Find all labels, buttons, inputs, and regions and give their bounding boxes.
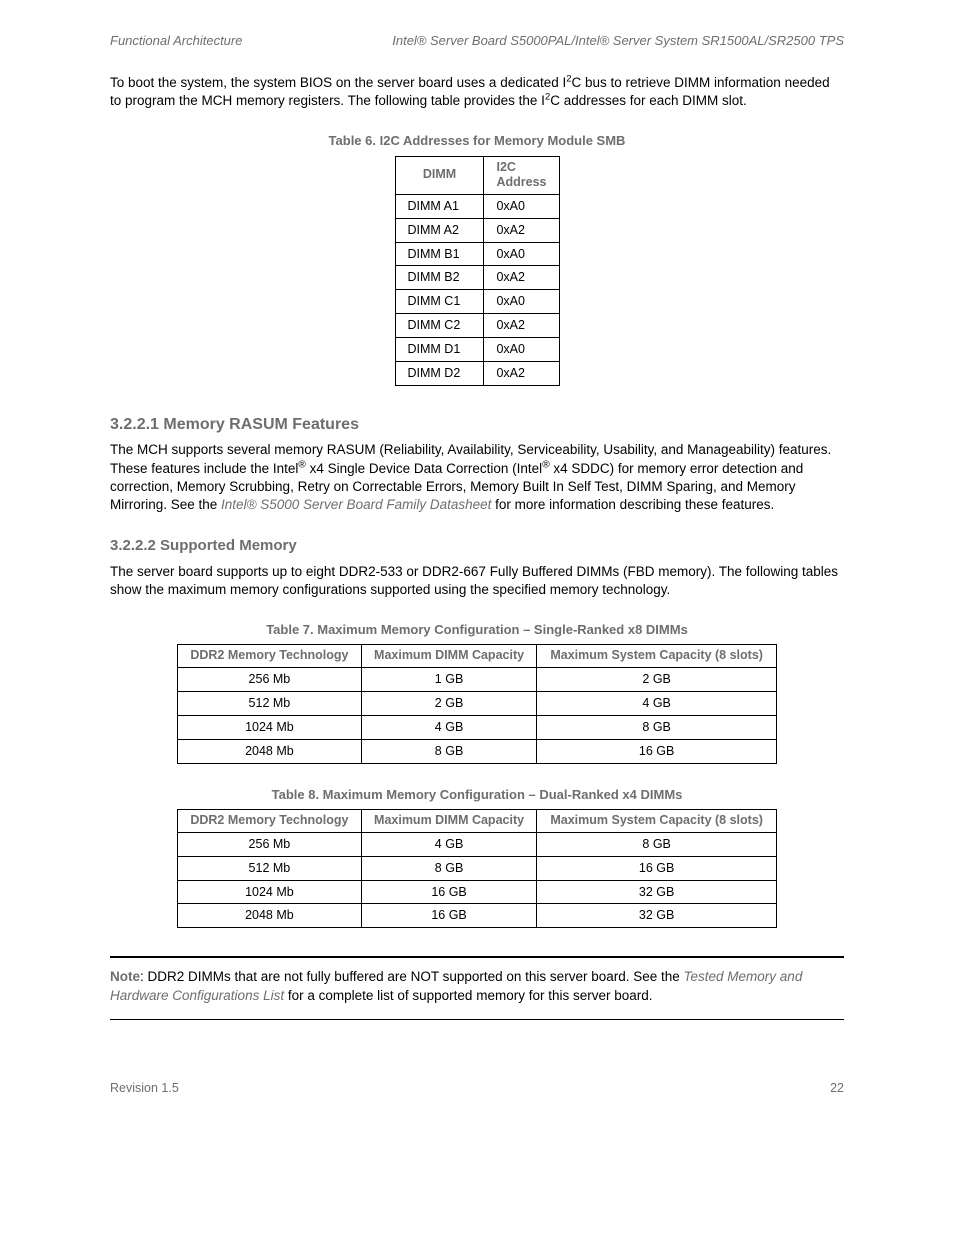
doc-ref-datasheet: Intel® S5000 Server Board Family Datashe… [221,497,491,512]
table6-caption: Table 6. I2C Addresses for Memory Module… [110,132,844,150]
cell-addr: 0xA0 [484,194,559,218]
footer-revision: Revision 1.5 [110,1080,179,1097]
cell-dimm: DIMM C2 [395,314,484,338]
note-paragraph: Note: DDR2 DIMMs that are not fully buff… [110,968,844,1004]
cell-addr: 0xA2 [484,361,559,385]
cell-dimm: DIMM A2 [395,218,484,242]
table7-h2: Maximum DIMM Capacity [361,645,537,668]
cell-addr: 0xA2 [484,314,559,338]
cell-addr: 0xA2 [484,218,559,242]
table-dual-ranked: DDR2 Memory Technology Maximum DIMM Capa… [177,809,777,928]
table8-h3: Maximum System Capacity (8 slots) [537,810,777,833]
cell: 256 Mb [178,668,362,692]
table-row: DIMM C10xA0 [395,290,559,314]
table6-body: DIMM A10xA0DIMM A20xA2DIMM B10xA0DIMM B2… [395,194,559,385]
cell: 8 GB [361,856,537,880]
table6-header-addr: I2C Address [484,156,559,194]
cell: 16 GB [537,739,777,763]
cell: 512 Mb [178,856,362,880]
cell: 2 GB [537,668,777,692]
table8-caption: Table 8. Maximum Memory Configuration – … [110,786,844,804]
table-row: 1024 Mb4 GB8 GB [178,715,777,739]
cell: 8 GB [537,715,777,739]
table-i2c-addresses: DIMM I2C Address DIMM A10xA0DIMM A20xA2D… [395,156,560,386]
table-row: 512 Mb8 GB16 GB [178,856,777,880]
table-row: 2048 Mb8 GB16 GB [178,739,777,763]
supported-paragraph: The server board supports up to eight DD… [110,563,844,599]
cell: 32 GB [537,904,777,928]
cell: 256 Mb [178,832,362,856]
cell: 2 GB [361,691,537,715]
cell: 8 GB [361,739,537,763]
cell: 4 GB [537,691,777,715]
table8-h2: Maximum DIMM Capacity [361,810,537,833]
table-row: 256 Mb1 GB2 GB [178,668,777,692]
rasum-paragraph: The MCH supports several memory RASUM (R… [110,441,844,514]
cell-addr: 0xA0 [484,242,559,266]
note-label: Note [110,969,140,984]
cell-dimm: DIMM D1 [395,338,484,362]
table-single-ranked: DDR2 Memory Technology Maximum DIMM Capa… [177,644,777,763]
note-divider-bottom [110,1019,844,1020]
table-row: 1024 Mb16 GB32 GB [178,880,777,904]
cell-dimm: DIMM B1 [395,242,484,266]
cell-dimm: DIMM D2 [395,361,484,385]
header-left: Functional Architecture [110,32,242,50]
section-heading-supported: 3.2.2.2 Supported Memory [110,536,844,556]
cell: 2048 Mb [178,739,362,763]
table7-body: 256 Mb1 GB2 GB512 Mb2 GB4 GB1024 Mb4 GB8… [178,668,777,764]
cell: 2048 Mb [178,904,362,928]
page-header: Functional Architecture Intel® Server Bo… [110,32,844,50]
header-right: Intel® Server Board S5000PAL/Intel® Serv… [392,32,844,50]
table8-body: 256 Mb4 GB8 GB512 Mb8 GB16 GB1024 Mb16 G… [178,832,777,928]
cell-dimm: DIMM B2 [395,266,484,290]
page: Functional Architecture Intel® Server Bo… [0,0,954,1137]
table6-header-dimm: DIMM [395,156,484,194]
cell-dimm: DIMM C1 [395,290,484,314]
note-divider-top [110,956,844,958]
footer-page: 22 [830,1080,844,1097]
cell: 32 GB [537,880,777,904]
cell-addr: 0xA2 [484,266,559,290]
table7-h3: Maximum System Capacity (8 slots) [537,645,777,668]
table-row: DIMM C20xA2 [395,314,559,338]
cell: 16 GB [361,904,537,928]
cell: 8 GB [537,832,777,856]
cell: 4 GB [361,715,537,739]
cell-addr: 0xA0 [484,338,559,362]
table-row: DIMM B20xA2 [395,266,559,290]
cell: 16 GB [361,880,537,904]
cell: 512 Mb [178,691,362,715]
table-row: DIMM A10xA0 [395,194,559,218]
table7-h1: DDR2 Memory Technology [178,645,362,668]
cell-addr: 0xA0 [484,290,559,314]
section-heading-rasun: 3.2.2.1 Memory RASUM Features [110,414,844,436]
table-row: DIMM D20xA2 [395,361,559,385]
table-row: DIMM B10xA0 [395,242,559,266]
table7-caption: Table 7. Maximum Memory Configuration – … [110,621,844,639]
table-row: DIMM D10xA0 [395,338,559,362]
cell-dimm: DIMM A1 [395,194,484,218]
cell: 1024 Mb [178,715,362,739]
intro-paragraph: To boot the system, the system BIOS on t… [110,74,844,110]
cell: 16 GB [537,856,777,880]
table-row: 2048 Mb16 GB32 GB [178,904,777,928]
cell: 1024 Mb [178,880,362,904]
table-row: DIMM A20xA2 [395,218,559,242]
cell: 1 GB [361,668,537,692]
page-footer: Revision 1.5 22 [110,1080,844,1097]
table-row: 512 Mb2 GB4 GB [178,691,777,715]
cell: 4 GB [361,832,537,856]
table8-h1: DDR2 Memory Technology [178,810,362,833]
table-row: 256 Mb4 GB8 GB [178,832,777,856]
